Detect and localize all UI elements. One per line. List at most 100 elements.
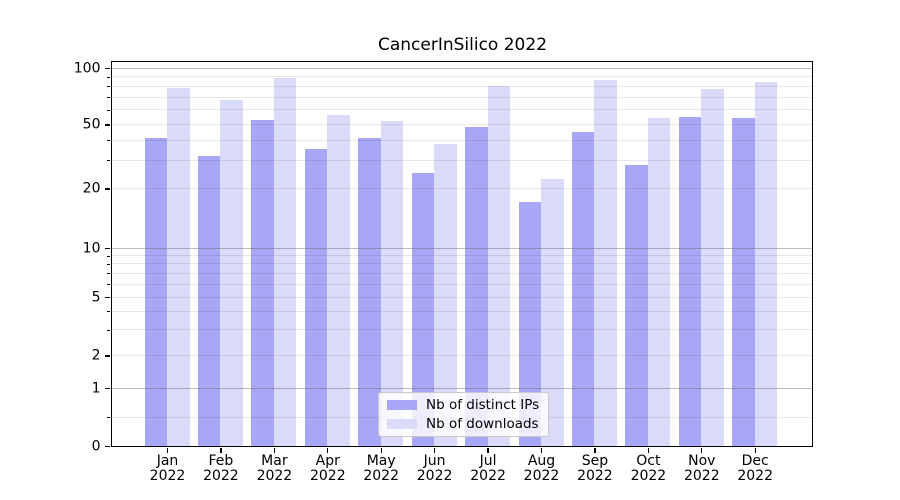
x-tick-month: Aug [527,453,556,469]
x-tick-year: 2022 [363,467,399,484]
x-tick-year: 2022 [630,467,667,484]
y-tick-label: 20 [82,180,101,197]
y-tick-label: 10 [82,240,101,257]
bar-downloads [434,143,457,446]
y-minor-tick [107,124,110,126]
y-tick-label: 1 [91,380,101,397]
x-tick-month: May [366,453,396,469]
y-minor-tick [107,355,110,357]
bar-downloads [327,115,350,446]
gridline-minor [112,310,812,312]
gridline-major [112,387,812,389]
gridline-minor [112,272,812,274]
bar-downloads [167,88,190,446]
x-tick-label: Nov 2022 [670,454,734,483]
bar-downloads [754,82,778,446]
x-tick-year: 2022 [523,467,560,484]
bar-distinct-ips [518,202,541,446]
y-minor-tick [107,273,110,275]
x-tick-month: Jun [423,453,446,469]
x-tick-year: 2022 [203,467,239,484]
x-tick-label: Aug 2022 [510,454,574,483]
bar-downloads [647,118,671,446]
x-tick-label: Dec 2022 [723,454,787,483]
y-minor-tick [107,109,110,111]
gridline-minor [112,159,812,161]
legend-item: Nb of distinct IPs [379,396,548,413]
y-tick [104,388,110,390]
gridline-minor [112,96,812,98]
y-tick [104,67,110,70]
x-tick [594,448,596,453]
y-minor-tick [107,76,110,78]
bar-downloads [541,178,564,446]
x-tick-label: Sep 2022 [563,454,627,483]
x-tick-month: Oct [636,453,661,469]
x-tick-label: Apr 2022 [296,454,360,483]
gridline-minor [112,76,812,78]
bar-distinct-ips [732,118,755,446]
bar-downloads [701,89,724,446]
x-tick-month: Jan [156,453,179,469]
x-tick-year: 2022 [577,467,613,484]
x-tick-label: Jul 2022 [456,454,520,483]
y-minor-tick [107,86,110,88]
gridline-minor [112,139,812,141]
x-tick [487,448,489,453]
y-minor-tick [107,284,110,286]
x-tick [540,448,543,453]
legend-swatch-downloads [387,418,417,430]
x-tick-label: Oct 2022 [616,454,680,483]
x-tick-year: 2022 [470,467,506,484]
x-tick [273,448,276,453]
x-tick-year: 2022 [737,467,773,484]
y-tick-label: 5 [91,289,101,306]
y-tick-label: 2 [91,347,101,364]
y-tick-label: 100 [73,60,101,77]
y-minor-tick [107,188,110,190]
gridline-minor [112,355,812,356]
y-minor-tick [107,140,110,142]
y-tick [104,445,110,448]
y-tick [104,247,110,250]
y-minor-tick [107,297,110,298]
x-tick-label: May 2022 [349,454,413,483]
x-tick-month: Feb [208,453,234,469]
x-tick-label: Jan 2022 [136,454,200,483]
legend-label: Nb of distinct IPs [426,396,540,413]
bar-distinct-ips [144,138,167,446]
chart-title: CancerInSilico 2022 [377,35,548,55]
legend-item: Nb of downloads [379,416,548,432]
bar-downloads [380,121,404,446]
y-minor-tick [107,417,110,419]
x-tick [166,448,169,453]
x-tick-year: 2022 [149,467,186,484]
x-tick-label: Mar 2022 [242,454,306,483]
bar-distinct-ips [625,165,648,446]
bar-distinct-ips [411,172,435,446]
gridline-major [112,247,812,249]
bar-distinct-ips [197,155,221,446]
bar-distinct-ips [571,131,595,446]
x-tick [701,448,703,453]
x-tick-month: Jul [479,453,497,469]
gridline-major [112,67,812,69]
x-tick-year: 2022 [683,467,720,484]
y-tick-label: 50 [82,116,101,133]
y-minor-tick [107,97,110,99]
bar-downloads [594,80,617,446]
x-tick-month: Mar [261,453,288,469]
bar-downloads [273,77,297,446]
gridline-minor [112,85,812,87]
x-tick-label: Jun 2022 [403,454,467,483]
x-tick [380,448,382,453]
x-tick [220,448,222,453]
gridline-minor [112,263,812,265]
x-tick-month: Sep [581,453,609,469]
y-minor-tick [107,160,110,162]
x-tick-year: 2022 [256,467,293,484]
x-tick-month: Dec [741,453,769,469]
x-tick [433,448,436,453]
x-tick [647,448,650,453]
